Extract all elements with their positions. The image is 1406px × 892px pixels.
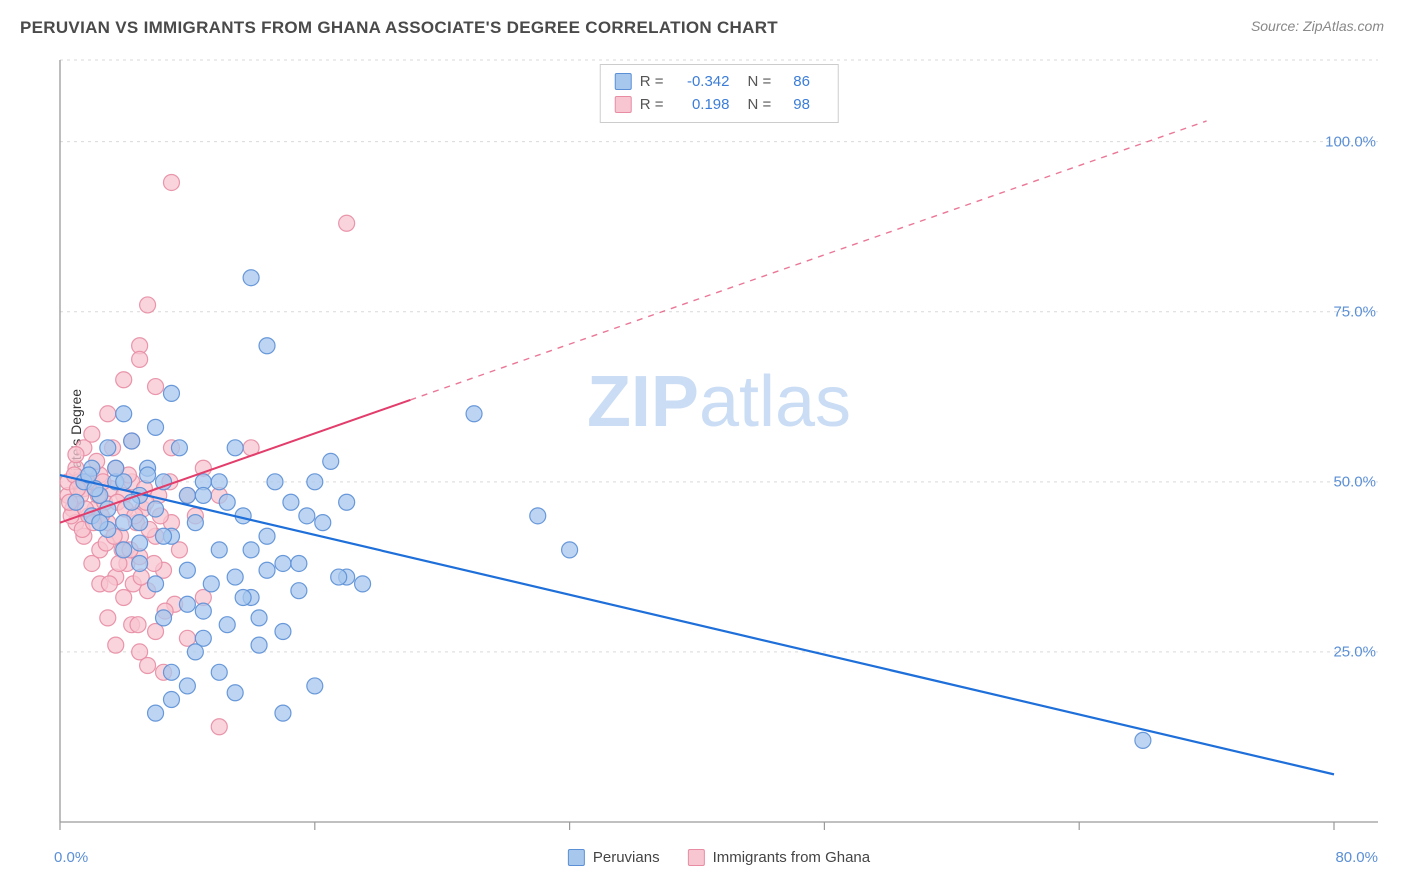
- swatch-pink-icon: [688, 849, 705, 866]
- y-tick-label: 75.0%: [1333, 303, 1376, 320]
- bottom-legend: Peruvians Immigrants from Ghana: [568, 849, 870, 866]
- stats-row-series-2: R = 0.198 N = 98: [615, 93, 824, 116]
- n-label: N =: [748, 93, 772, 116]
- r-value: -0.342: [672, 70, 730, 93]
- y-tick-label: 100.0%: [1325, 133, 1376, 150]
- r-label: R =: [640, 93, 664, 116]
- r-label: R =: [640, 70, 664, 93]
- n-value: 98: [793, 93, 823, 116]
- y-tick-label: 25.0%: [1333, 643, 1376, 660]
- swatch-blue-icon: [568, 849, 585, 866]
- r-value: 0.198: [672, 93, 730, 116]
- chart-title: PERUVIAN VS IMMIGRANTS FROM GHANA ASSOCI…: [20, 18, 778, 38]
- swatch-pink-icon: [615, 96, 632, 113]
- stats-row-series-1: R = -0.342 N = 86: [615, 70, 824, 93]
- scatter-plot-svg: [54, 58, 1384, 840]
- swatch-blue-icon: [615, 73, 632, 90]
- x-tick-label: 0.0%: [54, 849, 88, 866]
- legend-label: Immigrants from Ghana: [713, 849, 871, 866]
- chart-area: Associate's Degree ZIPatlas R = -0.342 N…: [54, 58, 1384, 840]
- y-tick-label: 50.0%: [1333, 473, 1376, 490]
- n-label: N =: [748, 70, 772, 93]
- n-value: 86: [793, 70, 823, 93]
- legend-item-ghana: Immigrants from Ghana: [688, 849, 871, 866]
- source-attribution: Source: ZipAtlas.com: [1251, 18, 1384, 34]
- x-tick-label: 80.0%: [1335, 849, 1378, 866]
- correlation-stats-box: R = -0.342 N = 86 R = 0.198 N = 98: [600, 64, 839, 123]
- legend-item-peruvians: Peruvians: [568, 849, 660, 866]
- legend-label: Peruvians: [593, 849, 660, 866]
